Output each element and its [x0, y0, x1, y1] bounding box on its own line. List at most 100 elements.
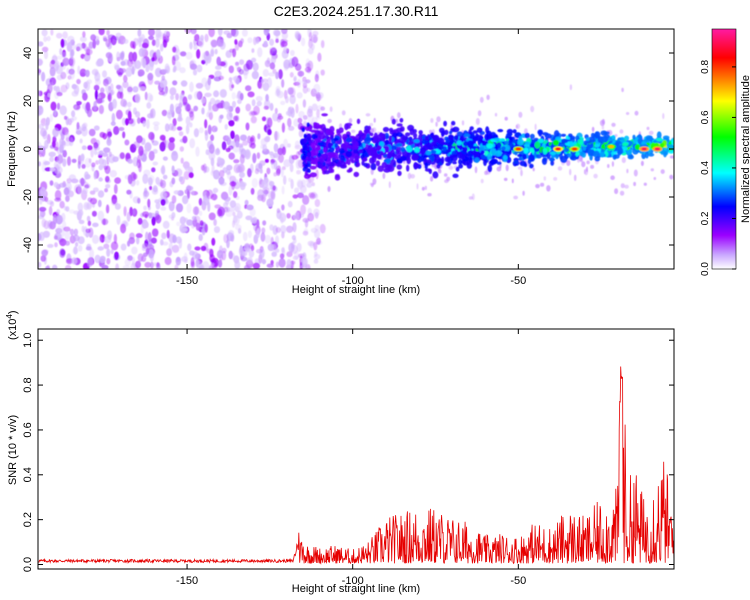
heatmap-noise-blob [131, 246, 138, 255]
colorbar-tick-label: 0.2 [700, 211, 711, 225]
heatmap-noise-blob [48, 151, 56, 157]
heatmap-x-tick-label: -150 [176, 275, 198, 287]
heatmap-noise-blob [195, 82, 203, 89]
heatmap-halo-point [486, 94, 490, 101]
heatmap-noise-blob [64, 115, 68, 120]
heatmap-noise-blob [144, 261, 152, 268]
heatmap-noise-blob [126, 84, 133, 95]
heatmap-noise-blob [52, 214, 58, 225]
heatmap-noise-blob [235, 61, 239, 66]
heatmap-noise-blob [239, 92, 244, 101]
heatmap-noise-blob [108, 151, 112, 157]
heatmap-noise-blob [120, 52, 125, 61]
heatmap-noise-blob [85, 69, 90, 78]
heatmap-noise-blob [208, 143, 215, 154]
heatmap-signal-blob [336, 130, 341, 135]
heatmap-y-ticks: -40 -20 0 20 40 [22, 47, 674, 253]
heatmap-noise-blob [69, 117, 74, 123]
heatmap-noise-blob [89, 197, 98, 205]
heatmap-noise-blob [283, 46, 288, 54]
heatmap-noise-blob [105, 52, 113, 59]
heatmap-noise-blob [142, 58, 147, 69]
heatmap-noise-blob [71, 110, 76, 118]
heatmap-noise-blob [288, 125, 295, 131]
heatmap-noise-blob [241, 251, 248, 257]
heatmap-noise-blob [49, 113, 53, 123]
heatmap-noise-blob [262, 82, 270, 92]
heatmap-noise-blob [122, 81, 129, 89]
heatmap-noise-blob [286, 225, 294, 233]
heatmap-noise-blob [52, 127, 59, 138]
heatmap-noise-blob [103, 147, 111, 153]
heatmap-noise-blob [44, 167, 52, 172]
heatmap-noise-blob [135, 111, 141, 118]
heatmap-noise-blob [89, 190, 96, 195]
heatmap-noise-blob [175, 93, 180, 101]
heatmap-noise-blob [160, 179, 167, 189]
heatmap-noise-blob [211, 237, 216, 246]
heatmap-halo-point [410, 174, 415, 179]
heatmap-noise-blob [178, 131, 184, 137]
heatmap-signal-blob [437, 143, 444, 150]
heatmap-noise-blob [49, 180, 54, 186]
heatmap-noise-blob [187, 94, 193, 100]
heatmap-noise-blob [189, 250, 195, 256]
heatmap-halo-point [416, 183, 419, 190]
heatmap-signal-blob [373, 132, 378, 140]
heatmap-noise-blob [179, 216, 186, 225]
heatmap-signal-blob [465, 154, 470, 162]
heatmap-noise-blob [51, 140, 56, 148]
heatmap-noise-blob [269, 102, 274, 111]
heatmap-noise-blob [252, 62, 259, 72]
heatmap-noise-blob [156, 262, 160, 268]
heatmap-signal-blob [452, 161, 457, 165]
heatmap-edge-blob [306, 122, 311, 128]
heatmap-signal-blob [517, 153, 523, 158]
heatmap-noise-blob [129, 206, 133, 217]
heatmap-halo-point [553, 177, 558, 181]
heatmap-noise-blob [213, 218, 217, 226]
heatmap-signal-blob [585, 146, 592, 150]
heatmap-signal-blob [622, 142, 629, 147]
heatmap-edge-blob [302, 154, 307, 160]
heatmap-noise-blob [265, 59, 270, 67]
heatmap-noise-blob [171, 177, 176, 185]
colorbar-tick-label: 0.0 [700, 262, 711, 276]
heatmap-signal-blob [588, 136, 596, 141]
heatmap-noise-blob [259, 168, 263, 174]
heatmap-noise-blob [172, 80, 178, 86]
heatmap-noise-blob [210, 49, 215, 57]
heatmap-noise-blob [47, 92, 51, 98]
heatmap-noise-blob [281, 29, 288, 35]
heatmap-noise-blob [235, 106, 241, 114]
heatmap-noise-blob [286, 259, 292, 268]
heatmap-signal-blob [452, 126, 460, 133]
heatmap-noise-blob [70, 49, 75, 57]
heatmap-noise-blob [39, 198, 43, 205]
heatmap-peak [555, 147, 562, 151]
heatmap-signal-blob [501, 146, 507, 151]
heatmap-noise-blob [92, 234, 99, 244]
heatmap-signal-blob [671, 139, 674, 145]
heatmap-noise-blob [44, 139, 49, 149]
heatmap-y-tick-label: 20 [22, 95, 34, 107]
heatmap-halo-point [648, 130, 654, 135]
heatmap-noise-blob [279, 253, 285, 259]
heatmap-noise-blob [239, 144, 244, 153]
heatmap-noise-blob [151, 228, 159, 237]
heatmap-y-tick-label: -20 [22, 189, 34, 205]
heatmap-noise-blob [281, 185, 285, 195]
heatmap-noise-blob [65, 206, 70, 212]
heatmap-noise-blob [201, 227, 206, 236]
heatmap-noise-blob [179, 67, 186, 74]
heatmap-noise-blob [291, 235, 296, 241]
heatmap-noise-blob [216, 208, 223, 217]
heatmap-noise-blob [216, 249, 224, 259]
heatmap-noise-blob [194, 246, 201, 251]
heatmap-noise-blob [289, 163, 294, 173]
heatmap-noise-blob [66, 41, 73, 52]
heatmap-noise-blob [218, 75, 224, 81]
heatmap-noise-blob [233, 255, 240, 264]
heatmap-halo-point [557, 166, 563, 171]
heatmap-noise-blob [245, 215, 253, 221]
